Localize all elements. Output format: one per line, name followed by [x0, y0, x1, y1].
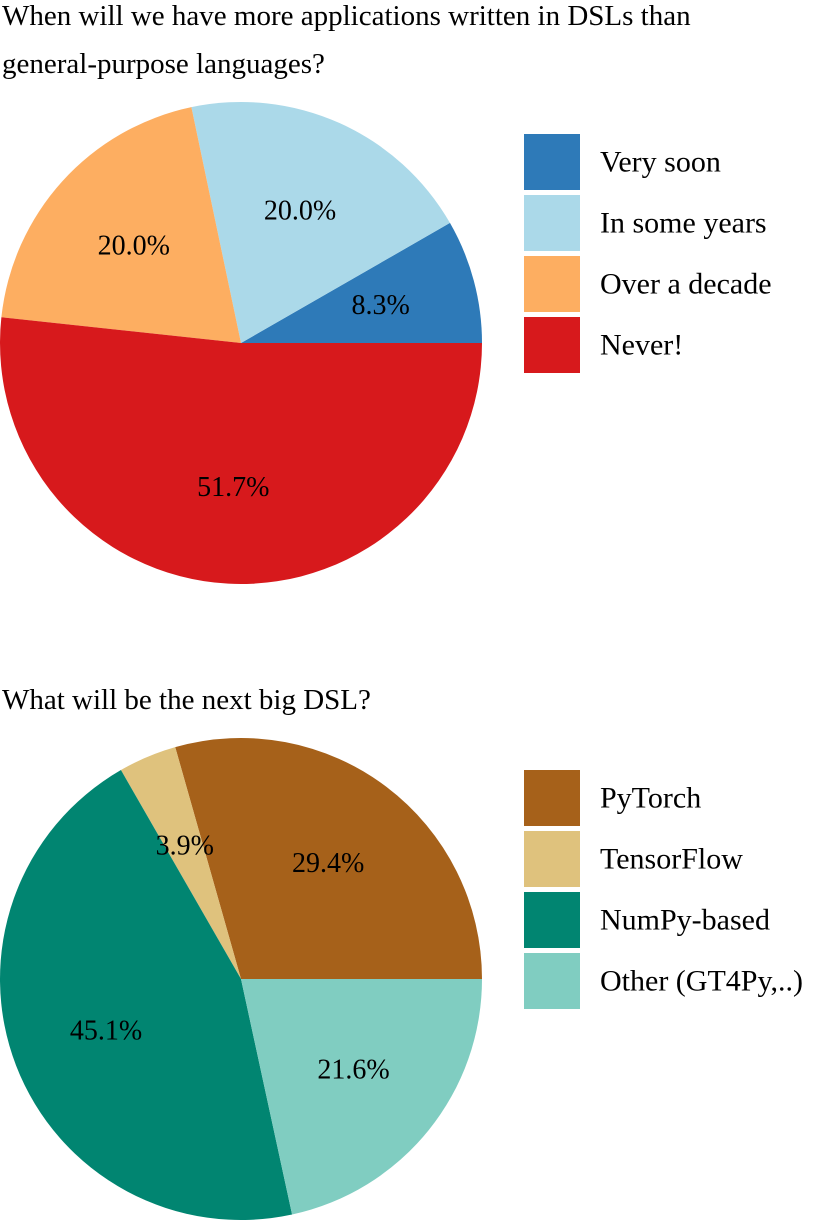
legend-label-very-soon: Very soon [600, 146, 721, 179]
legend-swatch-other-gt4py [524, 953, 580, 1009]
legend-swatch-in-some-years [524, 195, 580, 251]
pie-slice-label-tensorflow: 3.9% [156, 830, 214, 861]
pie-slice-label-never: 51.7% [197, 472, 269, 503]
pie-slice-very-soon [241, 222, 482, 343]
pie-slice-other-gt4py [241, 979, 482, 1215]
pie-slice-over-a-decade [1, 107, 242, 343]
pie-slice-tensorflow [120, 747, 241, 979]
pie-slice-label-pytorch: 29.4% [292, 848, 364, 879]
legend-label-pytorch: PyTorch [600, 782, 701, 815]
pie-chart-1: 8.3% 20.0% 20.0% 51.7% Very soon In some year… [0, 102, 772, 584]
legend-swatch-never [524, 317, 580, 373]
legend: PyTorch TensorFlow NumPy-based Other (GT4Py… [524, 770, 803, 1009]
legend: Very soon In some years Over a decade Never… [524, 134, 772, 373]
pie-slice-label-numpy-based: 45.1% [70, 1015, 142, 1046]
chart-title-dsl-adoption: When will we have more applications writ… [2, 0, 691, 80]
pie-slice-numpy-based [0, 770, 293, 1220]
pie-chart-2: 29.4% 3.9% 45.1% 21.6% PyTorch TensorFlow NumP… [0, 738, 803, 1220]
chart-title-next-big-dsl: What will be the next big DSL? [2, 684, 371, 716]
legend-swatch-pytorch [524, 770, 580, 826]
legend-label-never: Never! [600, 329, 683, 362]
legend-swatch-tensorflow [524, 831, 580, 887]
pie-slice-label-very-soon: 8.3% [352, 290, 410, 321]
legend-label-other-gt4py: Other (GT4Py,..) [600, 965, 803, 998]
pie-slice-label-in-some-years: 20.0% [264, 196, 336, 227]
legend-swatch-over-a-decade [524, 256, 580, 312]
pie-slice-pytorch [175, 738, 483, 979]
legend-label-numpy-based: NumPy-based [600, 904, 770, 937]
legend-swatch-very-soon [524, 134, 580, 190]
pie-slice-label-over-a-decade: 20.0% [98, 231, 170, 262]
legend-swatch-numpy-based [524, 892, 580, 948]
legend-label-tensorflow: TensorFlow [600, 843, 743, 876]
pie-slice-in-some-years [191, 102, 450, 344]
pie-slice-label-other-gt4py: 21.6% [317, 1054, 389, 1085]
pie-slice-never [0, 317, 482, 584]
legend-label-in-some-years: In some years [600, 207, 767, 240]
legend-label-over-a-decade: Over a decade [600, 268, 772, 301]
